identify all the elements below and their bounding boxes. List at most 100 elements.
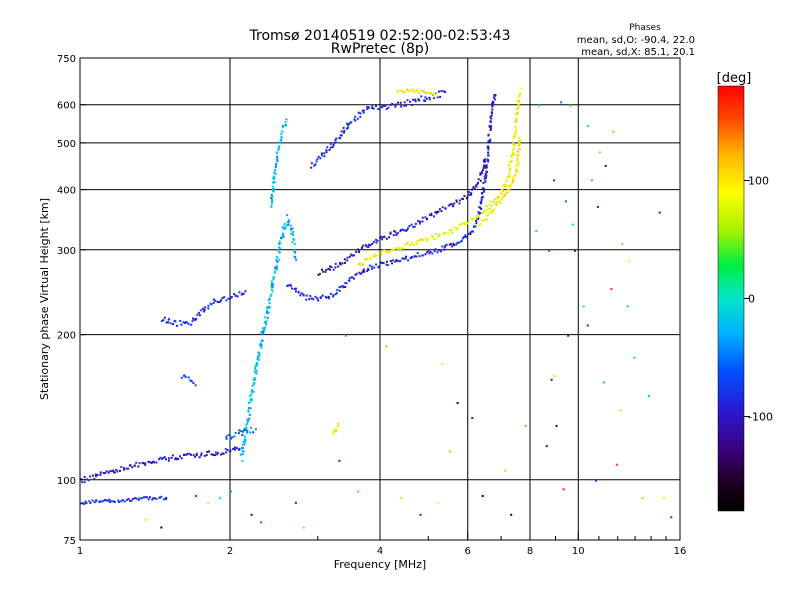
noise-point bbox=[658, 211, 661, 214]
echo-point bbox=[351, 254, 354, 257]
echo-point bbox=[509, 185, 512, 188]
echo-point bbox=[478, 223, 481, 226]
echo-point bbox=[449, 243, 452, 246]
echo-point bbox=[472, 186, 475, 189]
echo-point bbox=[489, 129, 492, 131]
echo-point bbox=[433, 250, 436, 253]
echo-point bbox=[465, 197, 468, 200]
echo-point bbox=[449, 203, 452, 206]
echo-point bbox=[258, 352, 261, 355]
echo-point bbox=[512, 136, 515, 139]
echo-point bbox=[408, 225, 411, 228]
echo-point bbox=[462, 222, 465, 225]
echo-point bbox=[179, 455, 181, 458]
echo-point bbox=[434, 211, 437, 214]
echo-point bbox=[238, 291, 241, 294]
echo-point bbox=[434, 248, 437, 251]
echo-point bbox=[391, 259, 394, 262]
echo-point bbox=[427, 238, 430, 240]
echo-point bbox=[220, 453, 222, 456]
echo-point bbox=[280, 135, 283, 138]
echo-point bbox=[321, 268, 323, 271]
echo-point bbox=[270, 204, 273, 207]
echo-point bbox=[490, 126, 493, 129]
echo-point bbox=[267, 299, 270, 302]
echo-point bbox=[403, 101, 406, 104]
echo-point bbox=[458, 202, 461, 205]
echo-point bbox=[207, 307, 210, 310]
echo-point bbox=[233, 293, 235, 295]
echo-point bbox=[486, 158, 489, 161]
echo-point bbox=[367, 106, 370, 109]
echo-point bbox=[469, 231, 472, 234]
echo-point bbox=[290, 228, 292, 231]
echo-point bbox=[463, 195, 466, 197]
echo-point bbox=[342, 131, 345, 134]
echo-point bbox=[280, 138, 283, 141]
echo-point bbox=[108, 470, 111, 473]
echo-point bbox=[406, 241, 409, 244]
echo-point bbox=[464, 223, 466, 226]
echo-point bbox=[163, 456, 166, 459]
echo-point bbox=[347, 126, 350, 129]
echo-point bbox=[518, 139, 521, 142]
echo-point bbox=[246, 418, 249, 421]
echo-point bbox=[438, 90, 440, 93]
echo-point bbox=[374, 255, 377, 258]
echo-point bbox=[241, 449, 244, 452]
echo-point bbox=[231, 436, 234, 439]
echo-point bbox=[516, 158, 519, 161]
noise-point bbox=[338, 459, 341, 462]
noise-point bbox=[504, 469, 507, 472]
echo-point bbox=[416, 252, 419, 255]
echo-point bbox=[383, 104, 386, 107]
echo-point bbox=[496, 197, 499, 200]
echo-point bbox=[216, 300, 219, 303]
echo-point bbox=[473, 217, 476, 220]
echo-point bbox=[93, 501, 96, 504]
echo-point bbox=[121, 499, 124, 501]
echo-point bbox=[383, 235, 386, 238]
echo-point bbox=[241, 430, 244, 433]
echo-point bbox=[476, 216, 479, 219]
echo-point bbox=[82, 502, 84, 505]
echo-point bbox=[281, 226, 284, 229]
echo-point bbox=[268, 297, 271, 300]
echo-point bbox=[344, 282, 347, 285]
echo-point bbox=[418, 99, 421, 102]
echo-point bbox=[417, 220, 420, 223]
y-tick-label: 100 bbox=[57, 476, 76, 487]
echo-point bbox=[394, 103, 397, 106]
echo-point bbox=[186, 321, 189, 324]
echo-point bbox=[167, 321, 170, 324]
echo-point bbox=[220, 299, 223, 302]
echo-point bbox=[424, 92, 427, 95]
echo-point bbox=[275, 163, 278, 165]
echo-point bbox=[430, 212, 433, 215]
echo-point bbox=[515, 168, 518, 171]
echo-point bbox=[305, 298, 308, 301]
echo-point bbox=[325, 151, 328, 154]
echo-point bbox=[399, 248, 402, 250]
echo-point bbox=[353, 254, 356, 257]
echo-point bbox=[319, 157, 322, 160]
echo-point bbox=[385, 263, 388, 266]
echo-point bbox=[98, 500, 101, 503]
echo-point bbox=[367, 245, 370, 248]
echo-point bbox=[142, 462, 145, 465]
echo-point bbox=[489, 212, 492, 215]
echo-point bbox=[418, 255, 421, 258]
echo-point bbox=[490, 204, 493, 207]
echo-point bbox=[174, 457, 177, 460]
echo-point bbox=[255, 370, 258, 372]
echo-point bbox=[348, 279, 351, 282]
echo-point bbox=[123, 467, 126, 470]
echo-point bbox=[268, 302, 271, 304]
echo-point bbox=[354, 274, 357, 276]
echo-point bbox=[137, 465, 140, 468]
echo-point bbox=[520, 87, 523, 90]
echo-point bbox=[514, 132, 517, 135]
echo-point bbox=[235, 447, 238, 450]
echo-point bbox=[484, 158, 486, 161]
